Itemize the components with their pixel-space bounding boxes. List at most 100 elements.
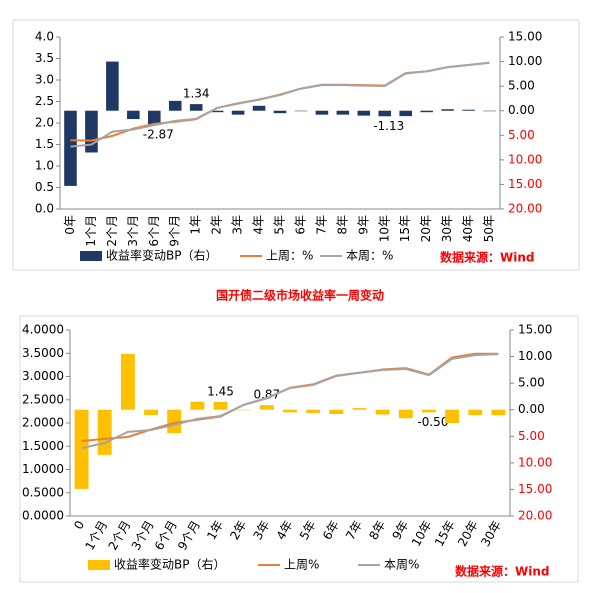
frame xyxy=(12,19,580,271)
value-label: -2.87 xyxy=(143,127,174,141)
bar xyxy=(120,353,135,410)
x-tick-label: 30年 xyxy=(478,518,504,549)
x-tick-label: 2个月 xyxy=(105,215,119,247)
x-tick-label: 20年 xyxy=(419,215,433,242)
x-tick-label: 2年 xyxy=(227,518,249,542)
y-tick-label: 3.5000 xyxy=(22,346,64,360)
x-tick-label: 2个月 xyxy=(106,518,134,552)
x-tick-label: 7年 xyxy=(314,215,328,235)
x-tick-label: 6个月 xyxy=(147,215,161,247)
x-tick-label: 9年 xyxy=(356,215,370,235)
value-label: 1.34 xyxy=(183,87,210,101)
y2-tick-label: 10.00 xyxy=(508,54,542,68)
y2-tick-label: 5.00 xyxy=(518,376,545,390)
y2-tick-label: 10.00 xyxy=(518,349,552,363)
x-tick-label: 15年 xyxy=(432,518,458,549)
x-tick-label: 3个月 xyxy=(126,215,140,247)
bar xyxy=(283,409,297,413)
x-tick-label: 50年 xyxy=(482,215,496,242)
y2-tick-label: 5.00 xyxy=(518,429,545,443)
legend-label: 收益率变动BP（右） xyxy=(114,557,225,572)
value-label: -0.50 xyxy=(417,415,448,429)
x-tick-label: 1个月 xyxy=(84,215,98,247)
y-tick-label: 2.0 xyxy=(35,116,54,130)
x-tick-label: 3个月 xyxy=(129,518,157,552)
x-tick-label: 7年 xyxy=(343,518,365,542)
bar xyxy=(97,409,112,455)
bar xyxy=(259,405,274,410)
x-tick-label: 20年 xyxy=(455,518,481,549)
bar xyxy=(106,61,119,111)
bar xyxy=(74,409,89,489)
y2-tick-label: 0.00 xyxy=(518,402,545,416)
legend-swatch xyxy=(88,560,110,570)
value-label: 1.45 xyxy=(207,385,234,399)
x-tick-label: 9个月 xyxy=(168,215,182,247)
y-tick-label: 1.5 xyxy=(35,137,54,151)
bar xyxy=(378,110,392,117)
y2-tick-label: 5.00 xyxy=(508,79,535,93)
bar xyxy=(127,110,140,120)
bar xyxy=(167,409,182,434)
legend-swatch xyxy=(80,251,102,261)
bar xyxy=(294,110,308,112)
value-label: 0.87 xyxy=(253,388,280,402)
legend-label: 上周% xyxy=(284,558,319,572)
x-tick-label: 8年 xyxy=(366,518,388,542)
y-tick-label: 1.0000 xyxy=(22,462,64,476)
bar xyxy=(352,408,367,410)
bar xyxy=(445,409,460,423)
x-tick-label: 6个月 xyxy=(152,518,180,552)
bar xyxy=(315,110,329,115)
x-tick-label: 6年 xyxy=(293,215,307,235)
x-tick-label: 1个月 xyxy=(82,518,110,552)
x-tick-label: 1年 xyxy=(204,518,226,542)
line xyxy=(70,61,490,148)
bar xyxy=(399,110,412,117)
x-tick-label: 5年 xyxy=(297,518,319,542)
x-tick-label: 3年 xyxy=(231,215,245,235)
y-tick-label: 1.0 xyxy=(35,159,54,173)
bar xyxy=(64,110,77,186)
chart-title: 国开债二级市场收益率一周变动 xyxy=(216,288,384,303)
x-tick-label: 2年 xyxy=(210,215,224,235)
y2-tick-label: 10.00 xyxy=(508,152,542,166)
bar xyxy=(468,409,483,416)
y2-tick-label: 10.00 xyxy=(518,455,552,469)
y2-tick-label: 20.00 xyxy=(508,202,542,216)
bar xyxy=(462,109,475,111)
bar xyxy=(306,409,321,413)
x-tick-label: 0年 xyxy=(63,215,77,235)
y-tick-label: 0.0000 xyxy=(22,509,64,523)
bar xyxy=(189,104,203,111)
y2-tick-label: 15.00 xyxy=(518,482,552,496)
bar xyxy=(357,110,371,116)
bar xyxy=(231,110,245,115)
x-tick-label: 15年 xyxy=(398,215,412,242)
y-tick-label: 2.0000 xyxy=(22,416,64,430)
legend-label: 收益率变动BP（右） xyxy=(106,248,217,263)
x-tick-label: 4年 xyxy=(274,518,296,542)
legend-label: 本周：% xyxy=(346,249,393,263)
source: 数据来源：Wind xyxy=(440,250,534,265)
y2-tick-label: 5.00 xyxy=(508,128,535,142)
x-tick-label: 6年 xyxy=(320,518,342,542)
bar xyxy=(236,409,251,411)
y-tick-label: 3.0 xyxy=(35,73,54,87)
x-tick-label: 9个月 xyxy=(175,518,203,552)
bar xyxy=(491,409,506,416)
x-tick-label: 8年 xyxy=(335,215,349,235)
y-tick-label: 1.5000 xyxy=(22,439,64,453)
y-tick-label: 3.0000 xyxy=(22,369,64,383)
bar xyxy=(422,409,436,413)
y2-tick-label: 0.00 xyxy=(508,103,535,117)
value-label: -1.13 xyxy=(373,119,404,133)
x-tick-label: 4年 xyxy=(252,215,266,235)
x-tick-label: 9年 xyxy=(389,518,411,542)
bar xyxy=(441,109,454,111)
bar xyxy=(420,110,433,113)
bar xyxy=(85,110,98,153)
y-tick-label: 3.5 xyxy=(35,51,54,65)
bar xyxy=(398,409,413,419)
